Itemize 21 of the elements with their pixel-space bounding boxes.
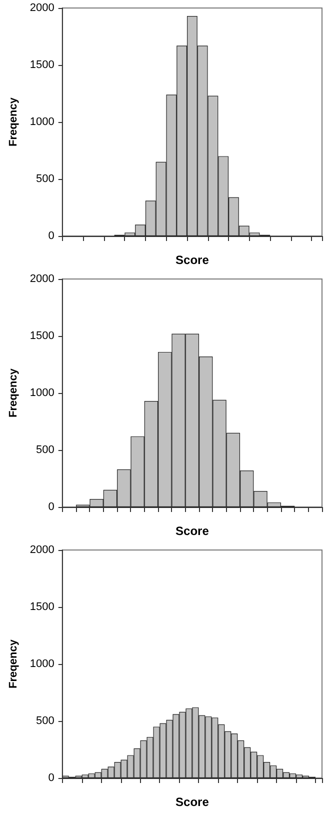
y-tick-label: 0 [48,230,54,242]
y-tick-label: 1000 [30,658,54,670]
y-tick-label: 500 [36,173,54,185]
y-tick-label: 1000 [30,387,54,399]
x-axis-title: Score [176,795,210,809]
x-axis-title: Score [176,253,210,267]
y-axis-title: Freqency [8,368,20,418]
y-tick-label: 500 [36,444,54,456]
y-tick-label: 1500 [30,330,54,342]
y-tick-label: 1000 [30,116,54,128]
y-tick-label: 2000 [30,544,54,556]
y-tick-label: 1500 [30,601,54,613]
y-tick-label: 500 [36,715,54,727]
y-tick-label: 1500 [30,59,54,71]
y-tick-label: 2000 [30,2,54,14]
y-axis-title: Freqency [8,96,20,146]
y-tick-label: 0 [48,772,54,784]
y-tick-label: 0 [48,501,54,513]
x-axis-title: Score [176,524,210,538]
y-axis-title: Freqency [8,638,20,688]
y-tick-label: 2000 [30,273,54,285]
